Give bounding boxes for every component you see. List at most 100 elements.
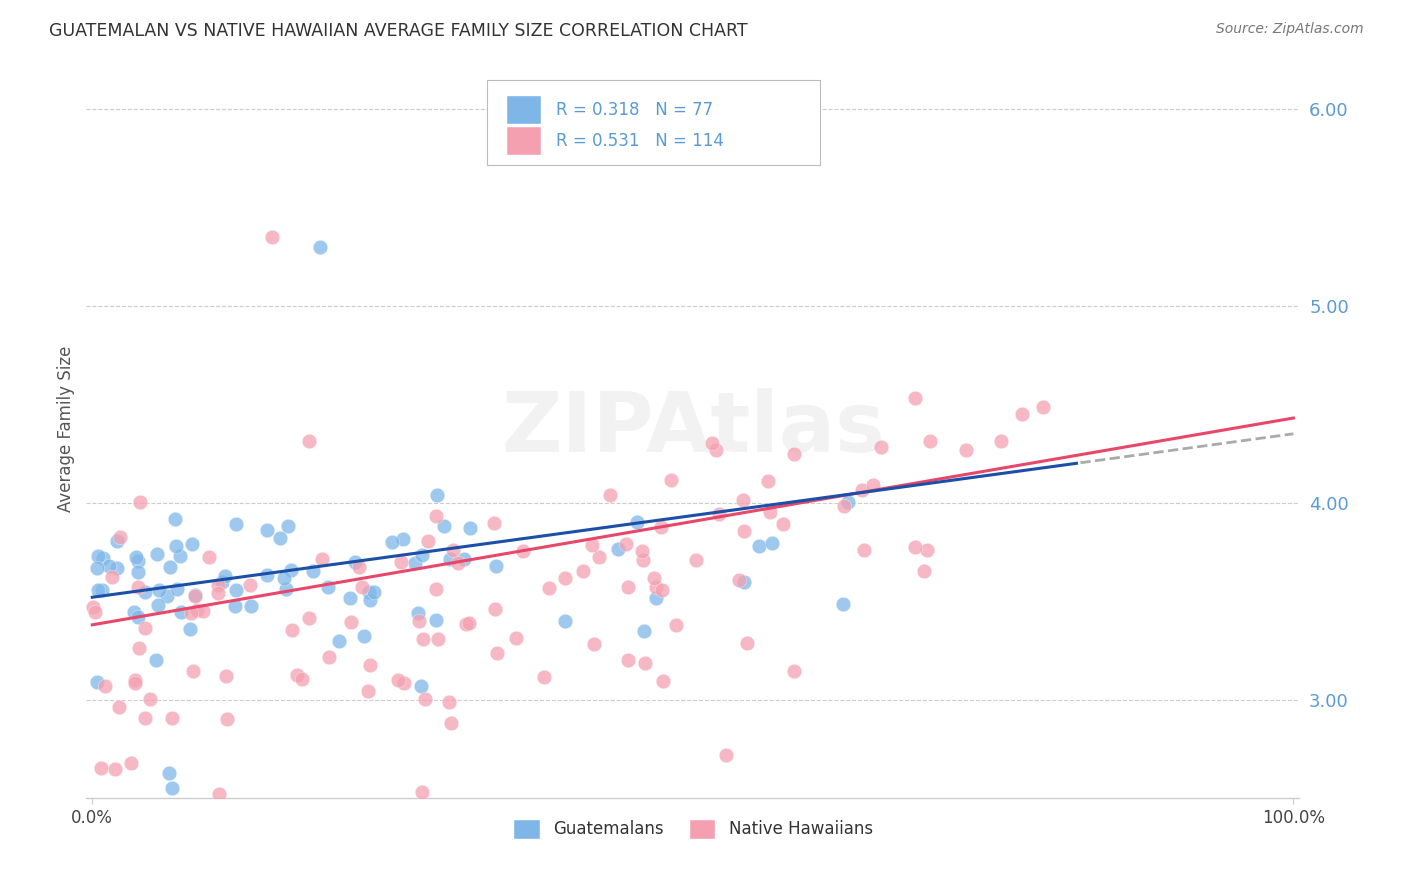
Point <box>581 538 603 552</box>
Point <box>533 670 555 684</box>
Point <box>90 583 112 598</box>
Point <box>387 673 409 687</box>
Point <box>181 537 204 551</box>
Point <box>728 573 751 587</box>
Point <box>454 616 477 631</box>
Point <box>408 615 430 629</box>
Point <box>413 692 436 706</box>
Point <box>134 585 156 599</box>
Point <box>453 552 475 566</box>
Point <box>904 540 927 554</box>
Point <box>302 565 325 579</box>
Point <box>409 679 432 693</box>
Point <box>256 523 278 537</box>
Point <box>90 761 112 775</box>
Point <box>239 599 262 614</box>
Point <box>599 488 621 502</box>
Point <box>157 765 180 780</box>
Point <box>485 646 508 660</box>
Point <box>224 599 246 614</box>
Point <box>733 524 755 539</box>
Point <box>184 589 207 603</box>
Point <box>363 584 385 599</box>
Point <box>87 583 110 598</box>
Point <box>308 240 330 254</box>
Point <box>1011 408 1033 422</box>
Point <box>571 564 593 578</box>
Point <box>918 434 941 448</box>
Point <box>441 543 464 558</box>
Point <box>359 658 381 673</box>
Point <box>120 756 142 770</box>
Point <box>134 711 156 725</box>
Point <box>616 652 638 666</box>
Point <box>146 598 169 612</box>
Legend: Guatemalans, Native Hawaiians: Guatemalans, Native Hawaiians <box>506 813 879 846</box>
Point <box>170 605 193 619</box>
Point <box>91 550 114 565</box>
Point <box>352 580 374 594</box>
Y-axis label: Average Family Size: Average Family Size <box>58 346 75 512</box>
Point <box>870 440 893 454</box>
Point <box>159 560 181 574</box>
Point <box>665 618 688 632</box>
Point <box>735 635 758 649</box>
Point <box>269 531 291 545</box>
Point <box>82 599 104 614</box>
Point <box>406 607 429 621</box>
Point <box>163 512 186 526</box>
Point <box>990 434 1012 448</box>
Point <box>125 549 148 564</box>
Point <box>607 542 630 557</box>
Point <box>291 673 314 687</box>
Point <box>215 669 238 683</box>
Point <box>389 555 412 569</box>
Point <box>484 602 506 616</box>
Point <box>127 553 149 567</box>
Point <box>98 559 121 574</box>
Point <box>733 575 755 590</box>
Point <box>225 583 247 598</box>
Point <box>343 555 366 569</box>
Point <box>298 611 321 625</box>
Point <box>439 552 461 566</box>
Point <box>758 505 780 519</box>
Text: R = 0.318   N = 77: R = 0.318 N = 77 <box>555 101 713 119</box>
Point <box>347 559 370 574</box>
Point <box>156 590 179 604</box>
Point <box>832 597 855 611</box>
Point <box>709 508 731 522</box>
Point <box>207 586 229 600</box>
Point <box>93 679 115 693</box>
Point <box>685 553 707 567</box>
Point <box>852 543 875 558</box>
Point <box>166 582 188 596</box>
Point <box>702 435 724 450</box>
Point <box>458 616 481 631</box>
Point <box>1032 400 1054 414</box>
Point <box>145 653 167 667</box>
Point <box>505 631 527 645</box>
Point <box>837 495 859 509</box>
Point <box>208 787 231 801</box>
Point <box>783 664 806 678</box>
Point <box>311 552 333 566</box>
Point <box>644 580 666 594</box>
Point <box>359 593 381 607</box>
Point <box>862 478 884 492</box>
Point <box>198 549 221 564</box>
Point <box>645 591 668 606</box>
Point <box>832 499 855 513</box>
Point <box>650 520 672 534</box>
Text: GUATEMALAN VS NATIVE HAWAIIAN AVERAGE FAMILY SIZE CORRELATION CHART: GUATEMALAN VS NATIVE HAWAIIAN AVERAGE FA… <box>49 22 748 40</box>
Point <box>447 556 470 570</box>
Point <box>616 580 638 594</box>
Point <box>124 676 146 690</box>
Point <box>180 607 202 621</box>
Point <box>651 673 673 688</box>
Point <box>101 570 124 584</box>
Point <box>440 716 463 731</box>
Point <box>631 543 654 558</box>
Point <box>104 762 127 776</box>
Point <box>714 747 737 762</box>
